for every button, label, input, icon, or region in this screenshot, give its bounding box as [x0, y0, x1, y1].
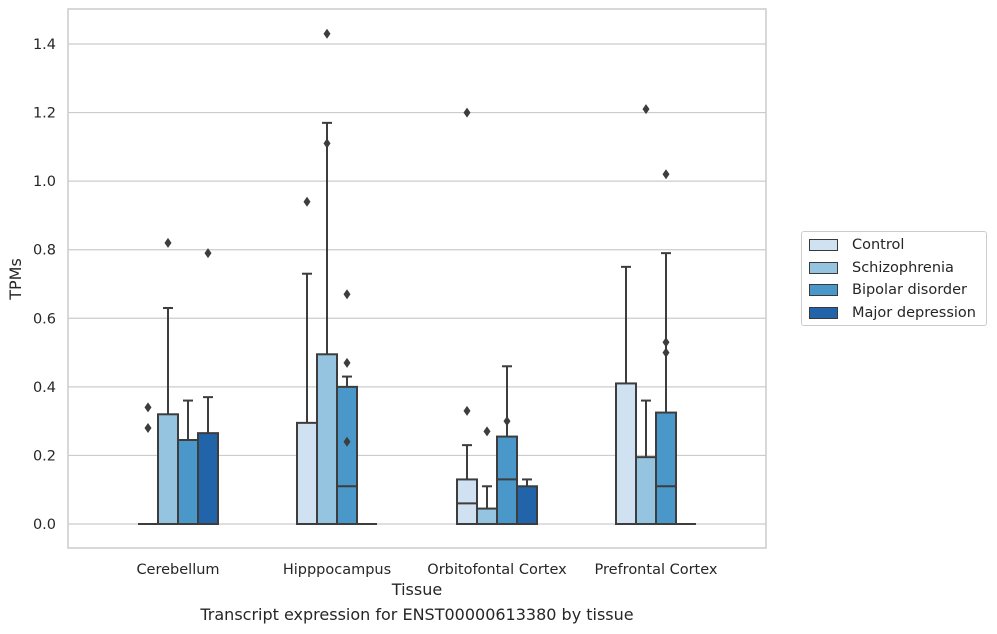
y-tick-label: 0.2 [33, 448, 56, 464]
y-tick-label: 1.4 [33, 37, 56, 53]
plot-frame [67, 8, 767, 549]
y-axis-label: TPMs [6, 258, 25, 301]
outlier-point [204, 248, 212, 259]
box [296, 421, 318, 526]
box [157, 413, 179, 525]
outlier-point [662, 337, 670, 348]
x-tick-label: Hipppocampus [283, 562, 391, 578]
box-group [177, 399, 199, 525]
outlier-point [642, 104, 650, 115]
legend-label-bipolar: Bipolar disorder [852, 282, 967, 298]
outlier-point [343, 436, 351, 447]
legend-label-control: Control [852, 237, 905, 253]
outlier-point [164, 237, 172, 248]
legend-item-bipolar: Bipolar disorder [809, 280, 967, 300]
outlier-point [503, 416, 511, 427]
legend-label-schizophrenia: Schizophrenia [852, 260, 954, 276]
y-tick-label: 1.2 [33, 106, 56, 122]
outlier-point [144, 423, 152, 433]
box [476, 507, 498, 526]
box [316, 353, 338, 525]
outlier-point [343, 289, 351, 300]
x-axis-label: Tissue [391, 580, 442, 599]
outlier-point [323, 138, 331, 149]
box [615, 382, 637, 525]
box [516, 485, 538, 525]
outlier-point [343, 357, 351, 368]
outlier-point [463, 107, 471, 118]
legend-swatch-bipolar [809, 284, 838, 296]
box [655, 411, 677, 526]
outlier-point [483, 426, 491, 437]
y-tick-label: 0.6 [33, 311, 56, 327]
outlier-point [662, 347, 670, 358]
y-tick-label: 0.8 [33, 243, 56, 259]
box-group [456, 107, 478, 525]
y-tick-label: 0.4 [33, 380, 56, 396]
outlier-point [463, 405, 471, 416]
x-tick-label: Cerebellum [136, 562, 219, 578]
chart-caption: Transcript expression for ENST0000061338… [200, 605, 634, 624]
legend-swatch-control [809, 239, 838, 251]
y-tick-label: 0.0 [33, 517, 56, 533]
x-tick-labels: Cerebellum Hipppocampus Orbitofontal Corte… [136, 562, 717, 578]
plot-border [67, 8, 767, 549]
box-group [138, 402, 158, 525]
box-group [296, 196, 318, 526]
box-group [157, 237, 179, 525]
box-group [615, 265, 637, 525]
box [635, 456, 657, 525]
outlier-point [144, 402, 152, 413]
box-group [336, 289, 358, 525]
box-group [316, 28, 338, 525]
outlier-point [323, 28, 331, 39]
x-tick-label: Orbitofontal Cortex [427, 562, 567, 578]
legend-label-major-depression: Major depression [852, 305, 976, 321]
x-tick-label: Prefrontal Cortex [595, 562, 718, 578]
box-marks [138, 28, 696, 526]
box-group [496, 365, 518, 526]
y-tick-label: 1.0 [33, 174, 56, 190]
box [197, 432, 219, 525]
outlier-point [303, 196, 311, 207]
legend: Control Schizophrenia Bipolar disorder M… [801, 231, 987, 326]
box [456, 478, 478, 525]
legend-swatch-schizophrenia [809, 262, 838, 274]
legend-item-control: Control [809, 235, 904, 255]
legend-item-schizophrenia: Schizophrenia [809, 258, 954, 278]
box-group [655, 169, 677, 526]
legend-swatch-major-depression [809, 307, 838, 319]
legend-item-major-depression: Major depression [809, 303, 976, 323]
outlier-point [662, 169, 670, 180]
box [336, 385, 358, 525]
y-tick-labels: 0.0 0.2 0.4 0.6 0.8 1.0 1.2 1.4 [33, 37, 56, 533]
box-group [635, 104, 657, 525]
box-group [197, 248, 219, 525]
box [177, 439, 199, 525]
box-group [516, 478, 538, 525]
